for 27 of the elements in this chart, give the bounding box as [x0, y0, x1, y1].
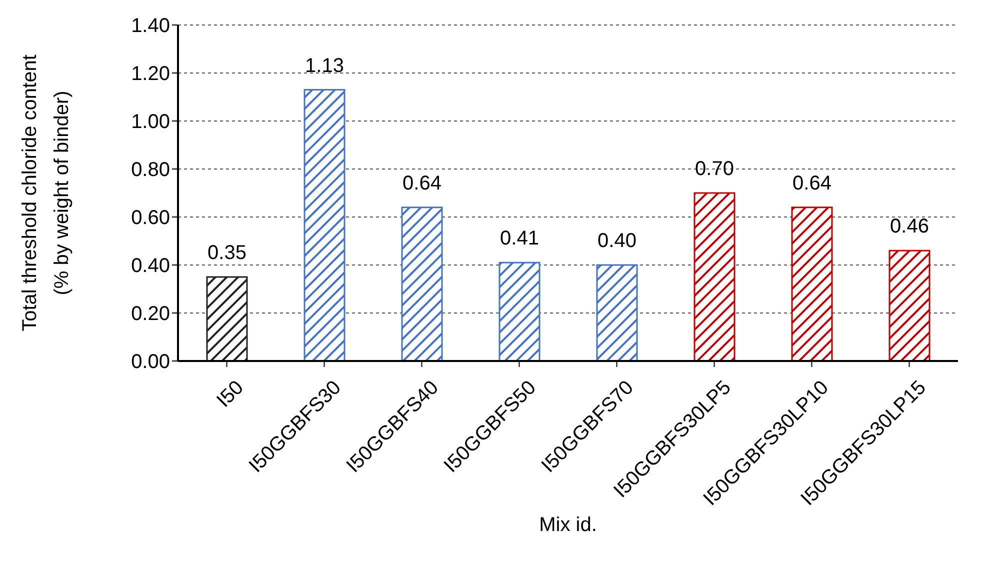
x-tick-label: I50 — [212, 376, 248, 412]
bar — [498, 262, 540, 361]
y-tick-label: 0.40 — [131, 255, 170, 278]
bar — [694, 192, 736, 361]
bar — [304, 89, 346, 361]
bar — [206, 276, 248, 361]
y-tick-label: 0.20 — [131, 303, 170, 326]
data-label: 0.70 — [695, 158, 734, 180]
data-label: 0.35 — [208, 242, 246, 264]
bar — [791, 206, 833, 361]
data-label: 0.46 — [890, 216, 929, 238]
y-tick-label: 1.00 — [131, 111, 170, 134]
data-label: 1.13 — [305, 54, 344, 77]
y-tick-label: 0.80 — [131, 159, 170, 182]
y-tick-label: 1.40 — [131, 15, 170, 38]
y-tick-label: 1.20 — [131, 63, 170, 86]
data-label: 0.64 — [402, 172, 442, 194]
data-label: 0.41 — [500, 228, 539, 250]
y-axis-title: Total threshold chloride content (% by weight of binder) — [19, 54, 73, 332]
y-tick-label: 0.00 — [131, 351, 170, 374]
data-label: 0.64 — [792, 172, 832, 194]
bar — [401, 206, 443, 361]
data-label: 0.40 — [598, 230, 636, 252]
bar — [596, 264, 638, 361]
y-tick-label: 0.60 — [131, 207, 170, 230]
bar — [888, 250, 930, 361]
x-axis-title: Mix id. — [539, 514, 597, 536]
